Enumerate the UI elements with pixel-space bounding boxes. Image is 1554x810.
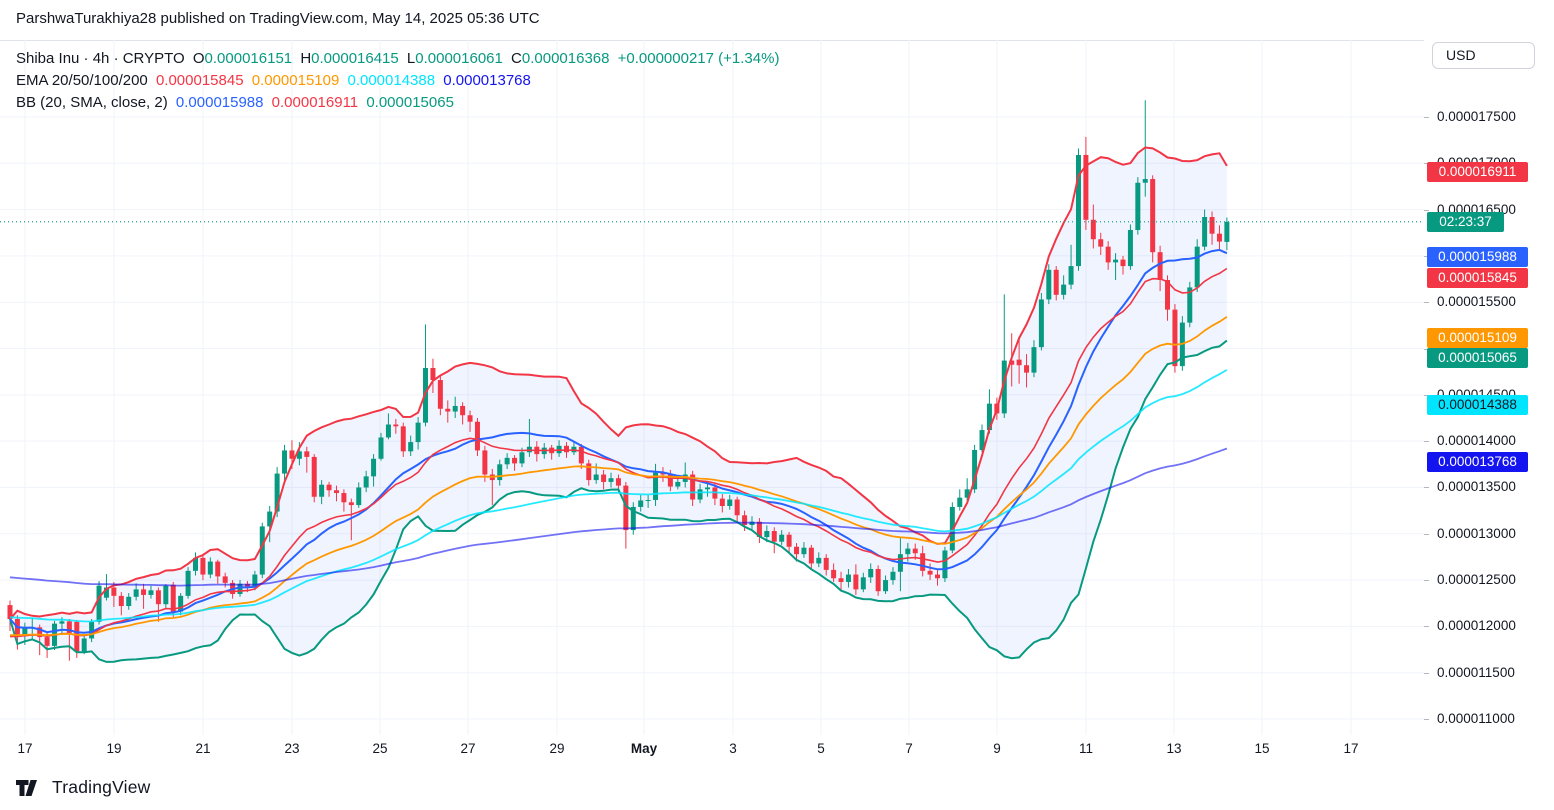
ema50-value: 0.000015109 [251,72,340,89]
price-tick-mark [1424,394,1429,396]
time-tick-label: 19 [106,741,122,756]
price-tick-mark [1424,626,1429,628]
time-tick-label: 23 [284,741,300,756]
chart-pane[interactable] [0,40,1424,735]
time-tick-label: 17 [17,741,33,756]
price-badge: 0.000015065 [1427,348,1528,368]
price-tick-mark [1424,348,1429,350]
price-badge: 0.000015845 [1427,268,1528,288]
price-tick-mark [1424,672,1429,674]
high-label: H [300,50,312,67]
legend-bb-row[interactable]: BB (20, SMA, close, 2) 0.000015988 0.000… [16,94,783,111]
time-tick-label: 11 [1078,741,1093,756]
price-tick-label: 0.000017500 [1437,108,1516,124]
price-tick-label: 0.000012500 [1437,572,1516,588]
time-tick-label: 15 [1254,741,1270,756]
publish-info: ParshwaTurakhiya28 published on TradingV… [16,10,540,27]
price-tick-mark [1424,302,1429,304]
time-tick-label: 9 [993,741,1001,756]
countdown-badge: 02:23:37 [1427,212,1504,232]
legend-symbol-row[interactable]: Shiba Inu · 4h · CRYPTO O0.000016151 H0.… [16,50,783,67]
price-tick-label: 0.000012000 [1437,618,1516,634]
open-label: O [192,50,205,67]
header-divider [0,40,1554,41]
open-value: 0.000016151 [204,50,293,67]
high-value: 0.000016415 [311,50,399,67]
ema200-value: 0.000013768 [443,72,531,89]
close-value: 0.000016368 [521,50,610,67]
ema20-value: 0.000015845 [155,72,244,89]
publish-header: ParshwaTurakhiya28 published on TradingV… [0,0,1554,40]
time-tick-label: 13 [1166,741,1182,756]
price-tick-mark [1424,255,1429,257]
legend: Shiba Inu · 4h · CRYPTO O0.000016151 H0.… [16,50,783,116]
time-tick-label: 17 [1343,741,1359,756]
tradingview-logo[interactable]: TradingView [16,777,151,798]
price-badge: 0.000015988 [1427,247,1528,267]
price-tick-label: 0.000014000 [1437,433,1516,449]
price-axis[interactable]: 0.0000175000.0000170000.0000165000.00001… [1424,40,1554,735]
time-tick-label: 25 [372,741,388,756]
time-tick-label: 21 [195,741,211,756]
price-tick-mark [1424,719,1429,721]
price-tick-label: 0.000015500 [1437,294,1516,310]
price-tick-mark [1424,487,1429,489]
price-badge: 0.000013768 [1427,452,1528,472]
time-axis[interactable]: 17 19 21 23 25 27 29 May 3 5 7 9 11 13 15 17 [0,735,1554,765]
price-tick-label: 0.000013000 [1437,525,1516,541]
bb-basis-value: 0.000015988 [175,94,264,111]
price-badge: 0.000015109 [1427,328,1528,348]
close-label: C [511,50,522,67]
price-tick-label: 0.000011500 [1437,664,1515,680]
legend-ema-row[interactable]: EMA 20/50/100/200 0.000015845 0.00001510… [16,72,783,89]
footer: TradingView [0,768,1554,810]
time-tick-label: 29 [549,741,565,756]
candlestick-chart[interactable] [0,40,1424,735]
price-badge: 0.000014388 [1427,395,1528,415]
time-tick-label: May [630,741,658,756]
low-label: L [406,50,416,67]
time-tick-label: 27 [460,741,476,756]
time-tick-label: 3 [729,741,737,756]
price-tick-mark [1424,533,1429,535]
price-badge: 0.000016911 [1427,162,1528,182]
ema-label: EMA 20/50/100/200 [16,72,148,89]
price-tick-mark [1424,441,1429,443]
bb-upper-value: 0.000016911 [271,94,359,111]
ema100-value: 0.000014388 [347,72,436,89]
price-tick-label: 0.000013500 [1437,479,1516,495]
price-tick-mark [1424,209,1429,211]
price-tick-mark [1424,116,1429,118]
tradingview-logo-icon [16,779,37,796]
price-tick-label: 0.000011000 [1437,711,1515,727]
time-tick-label: 7 [905,741,913,756]
price-tick-mark [1424,580,1429,582]
time-tick-label: 5 [817,741,825,756]
low-value: 0.000016061 [415,50,503,67]
bb-label: BB (20, SMA, close, 2) [16,94,168,111]
symbol-title[interactable]: Shiba Inu · 4h · CRYPTO [16,50,185,67]
currency-button[interactable]: USD [1432,42,1535,69]
bb-lower-value: 0.000015065 [366,94,454,111]
price-tick-mark [1424,163,1429,165]
tradingview-logo-text: TradingView [52,777,151,797]
change-value: +0.000000217 (+1.34%) [617,50,780,67]
